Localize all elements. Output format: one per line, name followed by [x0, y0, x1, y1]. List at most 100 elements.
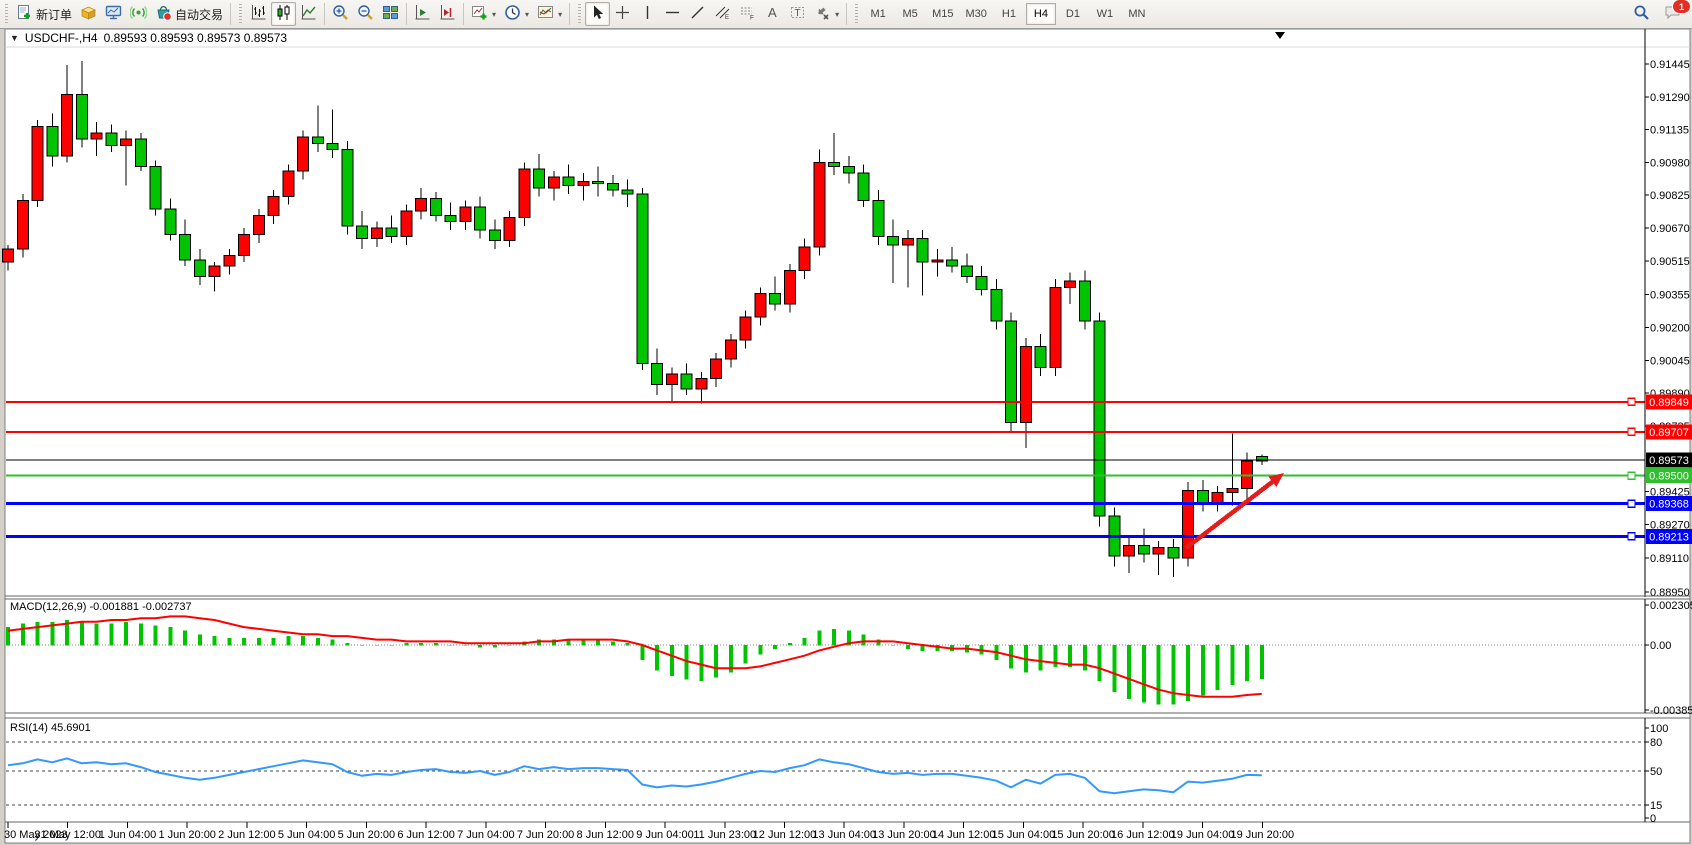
- tf-mn-button[interactable]: MN: [1122, 3, 1152, 25]
- svg-text:0.90670: 0.90670: [1650, 223, 1690, 235]
- svg-text:12 Jun 12:00: 12 Jun 12:00: [753, 829, 817, 841]
- toolbar-group-drawing: E F A T ▾: [573, 0, 843, 28]
- svg-text:0.90200: 0.90200: [1650, 322, 1690, 334]
- terminal-button[interactable]: [101, 2, 126, 26]
- channel-button[interactable]: E: [710, 2, 735, 26]
- tf-m1-button[interactable]: M1: [863, 3, 893, 25]
- horizontal-line-icon: [664, 4, 681, 24]
- tf-m15-button[interactable]: M15: [927, 3, 958, 25]
- arrows-button[interactable]: ▾: [810, 2, 843, 26]
- svg-text:0.90355: 0.90355: [1650, 290, 1690, 302]
- chat-button[interactable]: 1: [1660, 0, 1691, 26]
- tf-d1-button[interactable]: D1: [1058, 3, 1088, 25]
- toolbar-grip[interactable]: [5, 4, 8, 24]
- tf-h4-button[interactable]: H4: [1025, 3, 1056, 25]
- crosshair-icon: [614, 4, 631, 24]
- bar-chart-button[interactable]: [246, 2, 271, 26]
- period-clock-icon: [504, 4, 521, 24]
- market-depth-button[interactable]: [76, 2, 101, 26]
- svg-text:0.002305: 0.002305: [1650, 600, 1692, 612]
- tf-m30-button[interactable]: M30: [961, 3, 992, 25]
- new-order-icon: [16, 4, 33, 24]
- timeframe-toolbar: M1 M5 M15 M30 H1 H4 D1 W1 MN: [850, 0, 1153, 28]
- chart-header: ▼ USDCHF-,H4 0.89593 0.89593 0.89573 0.8…: [10, 31, 287, 45]
- svg-text:5 Jun 04:00: 5 Jun 04:00: [278, 829, 336, 841]
- notification-badge: 1: [1672, 0, 1691, 14]
- svg-text:0.91290: 0.91290: [1650, 92, 1690, 104]
- svg-text:0.89270: 0.89270: [1650, 519, 1690, 531]
- toolbar-group-zoom: [328, 0, 403, 28]
- auto-scroll-button[interactable]: [410, 2, 435, 26]
- svg-text:13 Jun 04:00: 13 Jun 04:00: [812, 829, 876, 841]
- dropdown-arrow-icon: ▾: [492, 9, 497, 19]
- svg-text:7 Jun 20:00: 7 Jun 20:00: [517, 829, 575, 841]
- search-icon: [1633, 4, 1650, 24]
- vertical-line-button[interactable]: [635, 2, 660, 26]
- gold-cube-icon: [80, 4, 97, 24]
- search-button[interactable]: [1629, 2, 1654, 26]
- svg-text:0.00: 0.00: [1650, 640, 1671, 652]
- svg-text:7 Jun 04:00: 7 Jun 04:00: [457, 829, 515, 841]
- svg-text:0: 0: [1650, 813, 1656, 825]
- crosshair-button[interactable]: [610, 2, 635, 26]
- svg-text:15 Jun 04:00: 15 Jun 04:00: [992, 829, 1056, 841]
- svg-text:0.89707: 0.89707: [1649, 427, 1689, 439]
- candlestick-icon: [275, 4, 292, 24]
- svg-text:0.89425: 0.89425: [1650, 487, 1690, 499]
- svg-text:5 Jun 20:00: 5 Jun 20:00: [338, 829, 396, 841]
- svg-text:0.91135: 0.91135: [1650, 125, 1689, 137]
- svg-text:0.90515: 0.90515: [1650, 256, 1690, 268]
- zoom-out-icon: [357, 4, 374, 24]
- svg-text:0.89849: 0.89849: [1649, 397, 1689, 409]
- svg-text:11 Jun 23:00: 11 Jun 23:00: [693, 829, 756, 841]
- zoom-in-icon: [332, 4, 349, 24]
- svg-text:0.90980: 0.90980: [1650, 157, 1690, 169]
- svg-text:19 Jun 20:00: 19 Jun 20:00: [1231, 829, 1295, 841]
- toolbar-separator: [569, 3, 571, 25]
- tile-windows-icon: [382, 4, 399, 24]
- candlestick-button[interactable]: [271, 2, 297, 26]
- svg-text:13 Jun 20:00: 13 Jun 20:00: [872, 829, 936, 841]
- toolbar-separator: [406, 3, 408, 25]
- add-indicator-button[interactable]: ▾: [467, 2, 500, 26]
- trendline-button[interactable]: [685, 2, 710, 26]
- svg-text:0.89573: 0.89573: [1649, 455, 1689, 467]
- cursor-icon: [589, 4, 606, 24]
- tf-h1-button[interactable]: H1: [994, 3, 1024, 25]
- text-button[interactable]: A: [760, 2, 785, 26]
- toolbar-grip[interactable]: [239, 4, 243, 24]
- svg-text:16 Jun 12:00: 16 Jun 12:00: [1111, 829, 1175, 841]
- toolbar: 新订单 自动交易: [0, 0, 1692, 29]
- new-order-label: 新订单: [36, 7, 73, 22]
- horizontal-line-button[interactable]: [660, 2, 685, 26]
- toolbar-group-chart-type: [234, 0, 321, 28]
- chart-symbol-period: USDCHF-,H4: [24, 31, 98, 45]
- fibonacci-button[interactable]: F: [735, 2, 760, 26]
- tile-windows-button[interactable]: [378, 2, 403, 26]
- tf-w1-button[interactable]: W1: [1090, 3, 1120, 25]
- zoom-in-button[interactable]: [328, 2, 353, 26]
- signal-icon: [129, 4, 148, 24]
- tf-m5-button[interactable]: M5: [895, 3, 925, 25]
- line-chart-button[interactable]: [296, 2, 321, 26]
- new-order-button[interactable]: 新订单: [12, 2, 76, 26]
- chart-shift-button[interactable]: [435, 2, 460, 26]
- toolbar-right: 1: [1629, 0, 1691, 28]
- svg-text:31 May 12:00: 31 May 12:00: [34, 829, 101, 841]
- toolbar-grip[interactable]: [578, 4, 582, 24]
- svg-text:0.89213: 0.89213: [1649, 531, 1689, 543]
- autotrade-button[interactable]: 自动交易: [151, 2, 227, 26]
- template-button[interactable]: ▾: [533, 2, 566, 26]
- svg-text:2 Jun 12:00: 2 Jun 12:00: [218, 829, 276, 841]
- period-button[interactable]: ▾: [500, 2, 533, 26]
- label-button[interactable]: T: [785, 2, 810, 26]
- toolbar-grip[interactable]: [855, 4, 859, 24]
- collapse-chart-icon[interactable]: ▼: [10, 33, 19, 43]
- zoom-out-button[interactable]: [353, 2, 378, 26]
- text-icon: A: [764, 4, 781, 24]
- label-icon: T: [789, 4, 806, 24]
- dropdown-arrow-icon: ▾: [558, 9, 563, 19]
- cursor-button[interactable]: [585, 2, 611, 26]
- signal-button[interactable]: [126, 2, 151, 26]
